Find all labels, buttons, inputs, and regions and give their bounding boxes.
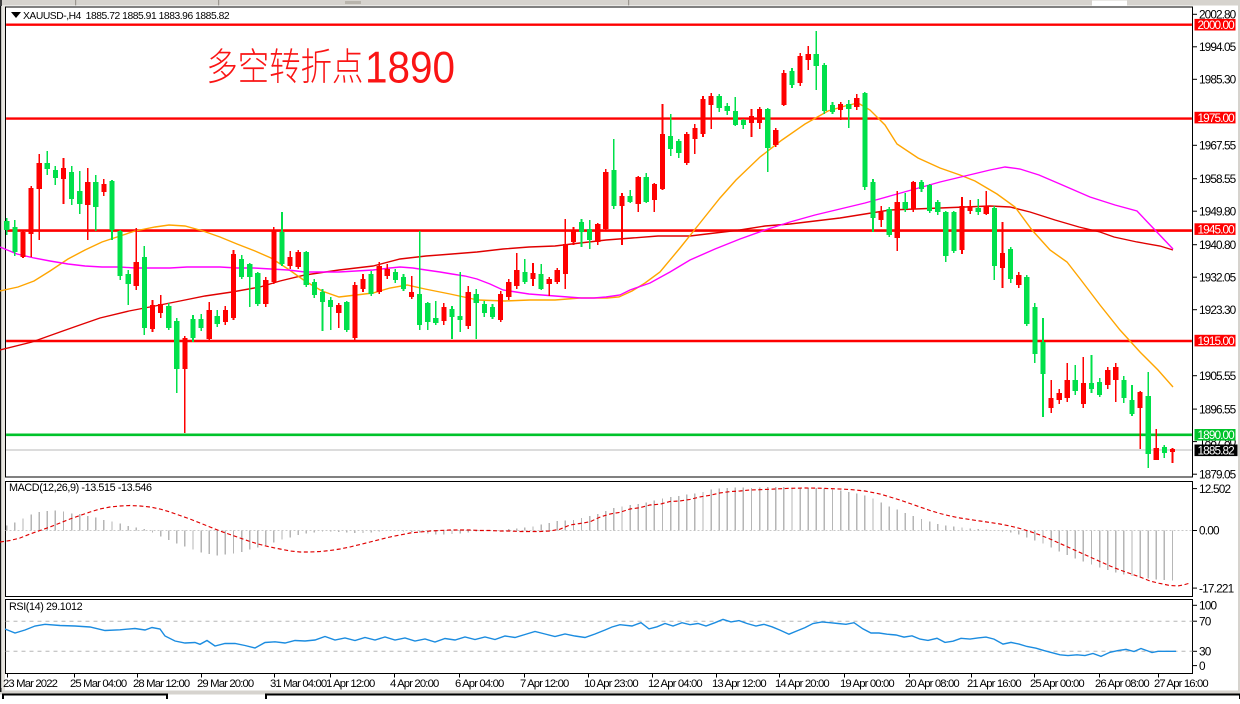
- svg-text:1890.00: 1890.00: [1198, 428, 1236, 442]
- svg-text:RSI(14) 29.1012: RSI(14) 29.1012: [9, 601, 83, 613]
- svg-text:1967.55: 1967.55: [1199, 139, 1237, 153]
- svg-text:27 Apr 16:00: 27 Apr 16:00: [1154, 678, 1208, 690]
- svg-text:2000.00: 2000.00: [1198, 18, 1236, 32]
- svg-text:1985.30: 1985.30: [1199, 73, 1237, 87]
- svg-text:21 Apr 16:00: 21 Apr 16:00: [967, 678, 1021, 690]
- svg-text:1945.00: 1945.00: [1198, 222, 1236, 236]
- svg-text:100: 100: [1199, 599, 1218, 613]
- svg-text:23 Mar 2022: 23 Mar 2022: [3, 678, 58, 690]
- svg-text:XAUUSD-,H4 1885.72 1885.91 18: XAUUSD-,H4 1885.72 1885.91 1883.96 1885.…: [23, 11, 230, 22]
- svg-text:14 Apr 20:00: 14 Apr 20:00: [775, 678, 829, 690]
- svg-text:1949.80: 1949.80: [1199, 204, 1237, 218]
- svg-text:31 Mar 04:00: 31 Mar 04:00: [270, 678, 327, 690]
- svg-text:25 Mar 04:00: 25 Mar 04:00: [70, 678, 127, 690]
- svg-text:29 Mar 20:00: 29 Mar 20:00: [197, 678, 254, 690]
- svg-text:1940.80: 1940.80: [1199, 238, 1237, 252]
- svg-text:19 Apr 00:00: 19 Apr 00:00: [840, 678, 894, 690]
- svg-text:70: 70: [1199, 614, 1212, 628]
- svg-text:0: 0: [1199, 659, 1206, 673]
- svg-text:26 Apr 08:00: 26 Apr 08:00: [1095, 678, 1149, 690]
- svg-text:2002.80: 2002.80: [1199, 8, 1237, 22]
- svg-text:30: 30: [1199, 645, 1212, 659]
- svg-text:1905.55: 1905.55: [1199, 369, 1237, 383]
- svg-text:1896.55: 1896.55: [1199, 402, 1237, 416]
- svg-text:1932.05: 1932.05: [1199, 270, 1237, 284]
- svg-text:1890: 1890: [365, 44, 455, 93]
- svg-text:1975.00: 1975.00: [1198, 111, 1236, 125]
- svg-text:10 Apr 23:00: 10 Apr 23:00: [584, 678, 638, 690]
- svg-text:1915.00: 1915.00: [1198, 334, 1236, 348]
- svg-text:0.00: 0.00: [1199, 524, 1220, 538]
- svg-text:7 Apr 12:00: 7 Apr 12:00: [520, 678, 569, 690]
- svg-text:1994.05: 1994.05: [1199, 40, 1237, 54]
- svg-text:25 Apr 00:00: 25 Apr 00:00: [1030, 678, 1084, 690]
- svg-text:13 Apr 12:00: 13 Apr 12:00: [712, 678, 766, 690]
- svg-text:28 Mar 12:00: 28 Mar 12:00: [133, 678, 190, 690]
- svg-text:6 Apr 04:00: 6 Apr 04:00: [455, 678, 504, 690]
- svg-text:MACD(12,26,9) -13.515 -13.546: MACD(12,26,9) -13.515 -13.546: [9, 482, 152, 494]
- svg-text:1923.30: 1923.30: [1199, 303, 1237, 317]
- svg-text:1958.55: 1958.55: [1199, 172, 1237, 186]
- svg-text:1 Apr 12:00: 1 Apr 12:00: [326, 678, 375, 690]
- svg-text:-17.221: -17.221: [1199, 581, 1234, 595]
- svg-text:12.502: 12.502: [1199, 482, 1231, 496]
- svg-text:1879.05: 1879.05: [1199, 467, 1237, 481]
- svg-text:4 Apr 20:00: 4 Apr 20:00: [390, 678, 439, 690]
- svg-text:1885.82: 1885.82: [1198, 444, 1235, 458]
- svg-text:20 Apr 08:00: 20 Apr 08:00: [905, 678, 959, 690]
- svg-text:12 Apr 04:00: 12 Apr 04:00: [648, 678, 702, 690]
